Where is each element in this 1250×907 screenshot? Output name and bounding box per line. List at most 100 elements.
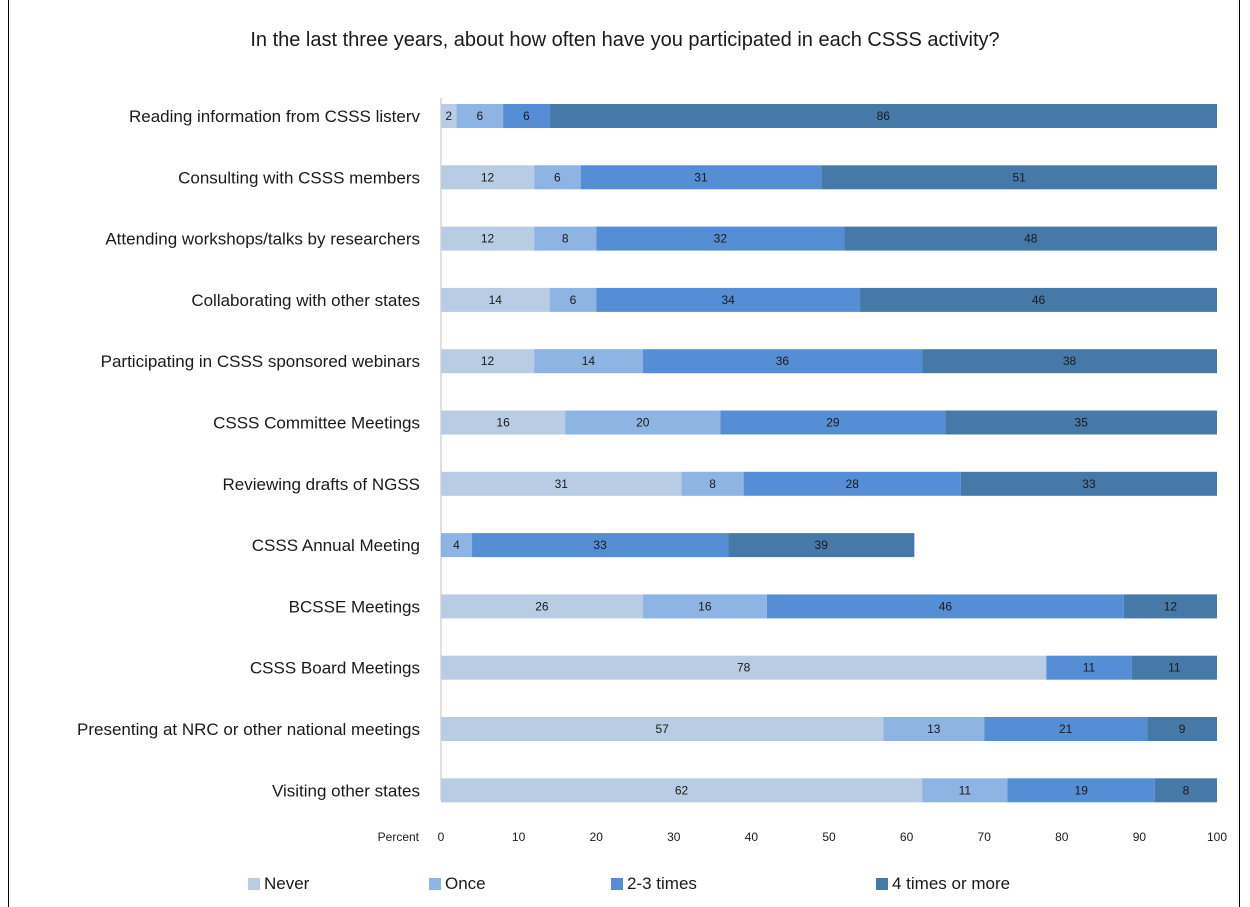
data-label: 6: [570, 293, 577, 307]
category-label: Presenting at NRC or other national meet…: [77, 720, 420, 739]
bar-segment-4-times-or-more: [860, 287, 1217, 312]
x-tick-label: 30: [667, 830, 681, 844]
x-tick-label: 60: [900, 830, 914, 844]
data-label: 16: [698, 599, 712, 613]
data-label: 86: [877, 109, 891, 123]
chart-legend: Never Once 2-3 times 4 times or more: [0, 874, 1250, 896]
data-label: 12: [481, 232, 495, 246]
data-label: 11: [1083, 661, 1096, 675]
legend-label: Once: [445, 874, 486, 893]
legend-label: 2-3 times: [627, 874, 697, 893]
data-label: 57: [655, 722, 669, 736]
bar-segment-2-3-times: [642, 349, 923, 374]
data-label: 8: [709, 477, 716, 491]
legend-swatch: [248, 878, 260, 890]
category-label: CSSS Annual Meeting: [252, 536, 420, 555]
data-label: 16: [496, 416, 510, 430]
data-label: 13: [927, 722, 941, 736]
bar-segment-never: [441, 165, 535, 190]
bar-segment-4-times-or-more: [1154, 778, 1217, 803]
data-label: 6: [523, 109, 530, 123]
bar-segment-once: [883, 717, 985, 741]
bar-segment-once: [549, 287, 597, 312]
legend-swatch: [429, 878, 441, 890]
bar-segment-2-3-times: [766, 594, 1124, 619]
bar-segment-once: [534, 165, 581, 190]
bar-segment-never: [441, 778, 923, 803]
bar-segment-never: [441, 717, 884, 741]
data-label: 8: [1183, 783, 1190, 797]
category-label: Collaborating with other states: [191, 291, 420, 310]
bar-segment-once: [534, 226, 597, 251]
data-label: 31: [555, 477, 569, 491]
bar-segment-2-3-times: [596, 226, 845, 251]
data-label: 46: [939, 599, 953, 613]
bar-segment-once: [642, 594, 767, 619]
category-label: Consulting with CSSS members: [178, 168, 420, 187]
category-label: CSSS Board Meetings: [250, 659, 420, 678]
bar-segment-2-3-times: [472, 533, 729, 558]
category-label: BCSSE Meetings: [289, 597, 420, 616]
bar-segment-2-3-times: [1007, 778, 1155, 803]
x-tick-label: 20: [590, 830, 604, 844]
legend-item: Never: [248, 874, 309, 894]
legend-item: Once: [429, 874, 486, 894]
bar-segment-once: [681, 471, 744, 496]
bar-segment-4-times-or-more: [1123, 594, 1217, 619]
legend-swatch: [876, 878, 888, 890]
data-label: 6: [554, 170, 561, 184]
x-tick-label: 100: [1207, 830, 1227, 844]
data-label: 21: [1059, 722, 1073, 736]
bar-segment-once: [534, 349, 643, 374]
data-label: 35: [1075, 416, 1089, 430]
data-label: 8: [562, 232, 569, 246]
bar-segment-2-3-times: [743, 471, 961, 496]
bar-segment-never: [441, 594, 643, 619]
data-label: 6: [476, 109, 483, 123]
data-label: 4: [453, 538, 460, 552]
bar-segment-2-3-times: [503, 104, 550, 128]
data-label: 12: [1164, 599, 1178, 613]
data-label: 31: [694, 170, 708, 184]
bar-segment-4-times-or-more: [960, 471, 1217, 496]
bar-segment-4-times-or-more: [1131, 655, 1217, 680]
legend-item: 4 times or more: [876, 874, 1010, 894]
bar-segment-once: [565, 410, 721, 435]
data-label: 32: [714, 232, 728, 246]
bar-segment-4-times-or-more: [821, 165, 1217, 190]
data-label: 14: [489, 293, 503, 307]
data-label: 19: [1075, 783, 1089, 797]
x-tick-label: 90: [1133, 830, 1147, 844]
x-tick-label: 0: [438, 830, 445, 844]
data-label: 28: [846, 477, 860, 491]
data-label: 33: [1082, 477, 1096, 491]
data-label: 48: [1024, 232, 1038, 246]
bar-segment-4-times-or-more: [728, 533, 915, 558]
x-tick-label: 80: [1055, 830, 1069, 844]
data-label: 20: [636, 416, 650, 430]
bar-segment-2-3-times: [580, 165, 822, 190]
bar-segment-4-times-or-more: [922, 349, 1217, 374]
bar-segment-never: [441, 226, 535, 251]
x-tick-label: 50: [822, 830, 836, 844]
bar-segment-4-times-or-more: [945, 410, 1217, 435]
category-label: Reading information from CSSS listerv: [129, 107, 421, 126]
data-label: 38: [1063, 354, 1077, 368]
stacked-bar-chart: Reading information from CSSS listerv 2 6 6…: [77, 98, 1227, 844]
data-label: 78: [737, 661, 751, 675]
data-label: 33: [593, 538, 607, 552]
data-label: 34: [721, 293, 735, 307]
chart-title: In the last three years, about how often…: [250, 29, 1000, 51]
bar-segment-2-3-times: [596, 287, 861, 312]
data-label: 14: [582, 354, 596, 368]
x-tick-label: 40: [745, 830, 759, 844]
bar-segment-4-times-or-more: [844, 226, 1217, 251]
data-label: 9: [1179, 722, 1186, 736]
data-label: 11: [1168, 661, 1181, 675]
legend-item: 2-3 times: [611, 874, 697, 894]
legend-label: 4 times or more: [892, 874, 1011, 893]
data-label: 46: [1032, 293, 1046, 307]
bar-segment-never: [441, 655, 1047, 680]
category-label: Attending workshops/talks by researchers: [105, 230, 420, 249]
bar-segment-2-3-times: [984, 717, 1148, 741]
